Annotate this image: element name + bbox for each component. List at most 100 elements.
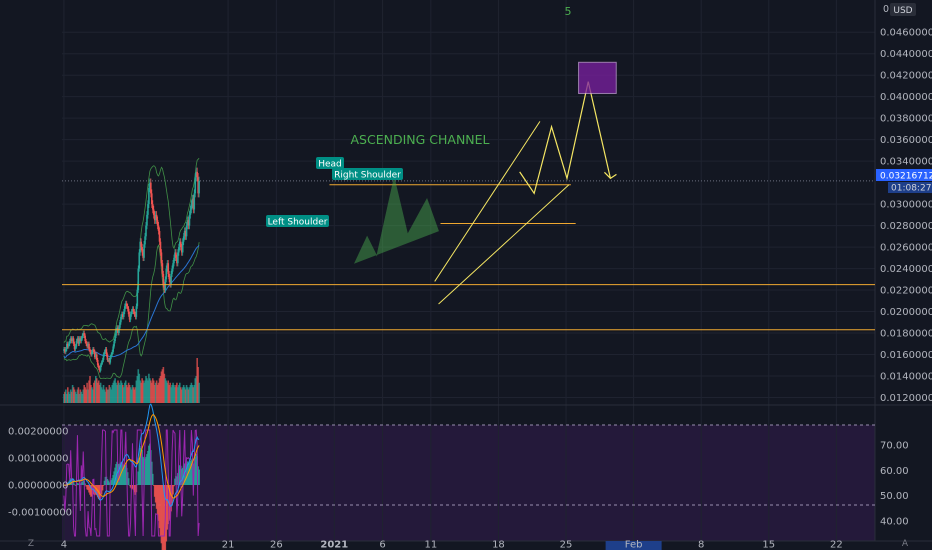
candle-body bbox=[153, 214, 156, 221]
volume-bar bbox=[136, 376, 139, 403]
volume-bar bbox=[89, 376, 91, 403]
macd-histogram-bar bbox=[142, 456, 144, 485]
volume-bar bbox=[197, 367, 199, 403]
candle-body bbox=[137, 268, 140, 291]
candle-body bbox=[75, 341, 78, 347]
candle-body bbox=[147, 204, 149, 215]
candle-body bbox=[66, 343, 69, 347]
volume-bar bbox=[180, 389, 183, 403]
volume-bar bbox=[113, 380, 115, 403]
volume-bar bbox=[85, 389, 87, 403]
volume-bar bbox=[163, 373, 166, 403]
candle-body bbox=[86, 343, 88, 347]
volume-bar bbox=[119, 385, 121, 403]
rsi-tick-label: 50.00 bbox=[880, 491, 909, 502]
time-tick-label: 8 bbox=[698, 540, 704, 550]
volume-bar bbox=[84, 387, 86, 403]
macd-histogram-bar bbox=[134, 485, 137, 495]
volume-bar bbox=[126, 387, 129, 403]
macd-histogram-bar bbox=[104, 476, 107, 485]
macd-histogram-bar bbox=[87, 485, 89, 491]
timezone-glyph[interactable]: Z bbox=[28, 539, 34, 549]
time-axis[interactable]: 4 21 26 2021 6 11 18 25 Feb 8 15 22 bbox=[61, 540, 843, 550]
auto-scale-glyph[interactable]: A bbox=[902, 539, 909, 549]
volume-bar bbox=[120, 380, 122, 403]
candle-body bbox=[76, 338, 79, 342]
macd-histogram-bar bbox=[102, 485, 105, 486]
volume-bar bbox=[164, 378, 167, 403]
candle-body bbox=[104, 349, 107, 352]
volume-bar bbox=[64, 391, 66, 403]
macd-histogram-bar bbox=[162, 485, 165, 550]
candle-body bbox=[107, 359, 110, 361]
left-shoulder-label-box bbox=[266, 215, 329, 227]
macd-histogram-bar bbox=[112, 475, 114, 485]
candle-body bbox=[187, 220, 190, 226]
candle-body bbox=[63, 349, 65, 351]
macd-tick-label: 0.00000000 bbox=[8, 481, 68, 492]
macd-histogram-bar bbox=[90, 485, 92, 497]
candle-body bbox=[85, 341, 87, 344]
bollinger-bands bbox=[63, 157, 200, 379]
volume-bar bbox=[80, 391, 83, 403]
macd-histogram-bar bbox=[126, 472, 129, 485]
macd-histogram-bar bbox=[73, 484, 76, 486]
candle-body bbox=[134, 314, 137, 317]
candle-body bbox=[151, 204, 154, 210]
time-tick-label: 26 bbox=[270, 540, 283, 550]
candle-body bbox=[166, 263, 169, 269]
candle-body bbox=[73, 343, 76, 350]
macd-histogram-bar bbox=[89, 485, 91, 495]
macd-histogram-bar bbox=[185, 463, 188, 485]
candle-body bbox=[114, 335, 116, 342]
volume-bar bbox=[99, 382, 102, 403]
candle-body bbox=[158, 230, 161, 242]
volume-bar bbox=[172, 382, 174, 403]
candle-body bbox=[142, 252, 144, 258]
currency-box[interactable] bbox=[890, 3, 916, 16]
volume-bar bbox=[97, 380, 100, 403]
volume-bar bbox=[75, 394, 78, 403]
macd-histogram-bar bbox=[74, 485, 77, 486]
candle-body bbox=[181, 241, 184, 253]
rsi-tick-label: 70.00 bbox=[880, 441, 909, 452]
candle-body bbox=[179, 241, 182, 248]
volume-bar bbox=[135, 380, 138, 403]
volume-bar bbox=[90, 385, 92, 403]
macd-histogram-bar bbox=[152, 485, 155, 486]
current-price-tag bbox=[876, 169, 932, 181]
countdown-value: 01:08:27 bbox=[891, 184, 931, 194]
volume-bar bbox=[134, 387, 137, 403]
macd-histogram-bar bbox=[163, 485, 166, 550]
volume-bar bbox=[129, 387, 132, 403]
candle-body bbox=[99, 365, 102, 371]
candle-body bbox=[121, 314, 123, 317]
macd-axis: 0.00200000 0.00100000 0.00000000 -0.0010000… bbox=[8, 427, 72, 519]
macd-histogram-bar bbox=[86, 485, 88, 490]
volume-bar bbox=[191, 385, 194, 403]
macd-histogram-bar bbox=[85, 485, 87, 487]
head-label-text: Head bbox=[318, 160, 342, 170]
macd-histogram-bar bbox=[183, 463, 186, 485]
candle-body bbox=[192, 198, 195, 210]
volume-bar bbox=[96, 382, 99, 403]
time-tick-label: 21 bbox=[222, 540, 235, 550]
volume-bar bbox=[198, 382, 200, 403]
macd-tick-label: -0.00100000 bbox=[8, 508, 72, 519]
macd-histogram-bar bbox=[171, 485, 173, 504]
candle-body bbox=[156, 220, 159, 226]
candle-body bbox=[82, 333, 85, 336]
candle-body bbox=[194, 177, 197, 194]
volume-bar bbox=[145, 376, 147, 403]
candle-body bbox=[191, 198, 194, 205]
macd-histogram-bar bbox=[146, 454, 148, 485]
macd-histogram-bar bbox=[197, 466, 199, 485]
volume-bar bbox=[116, 385, 118, 403]
indicators bbox=[63, 403, 200, 550]
right-shoulder-label: Right Shoulder bbox=[332, 168, 403, 181]
projection-arrowhead bbox=[604, 171, 617, 180]
volume-bar bbox=[140, 382, 142, 403]
